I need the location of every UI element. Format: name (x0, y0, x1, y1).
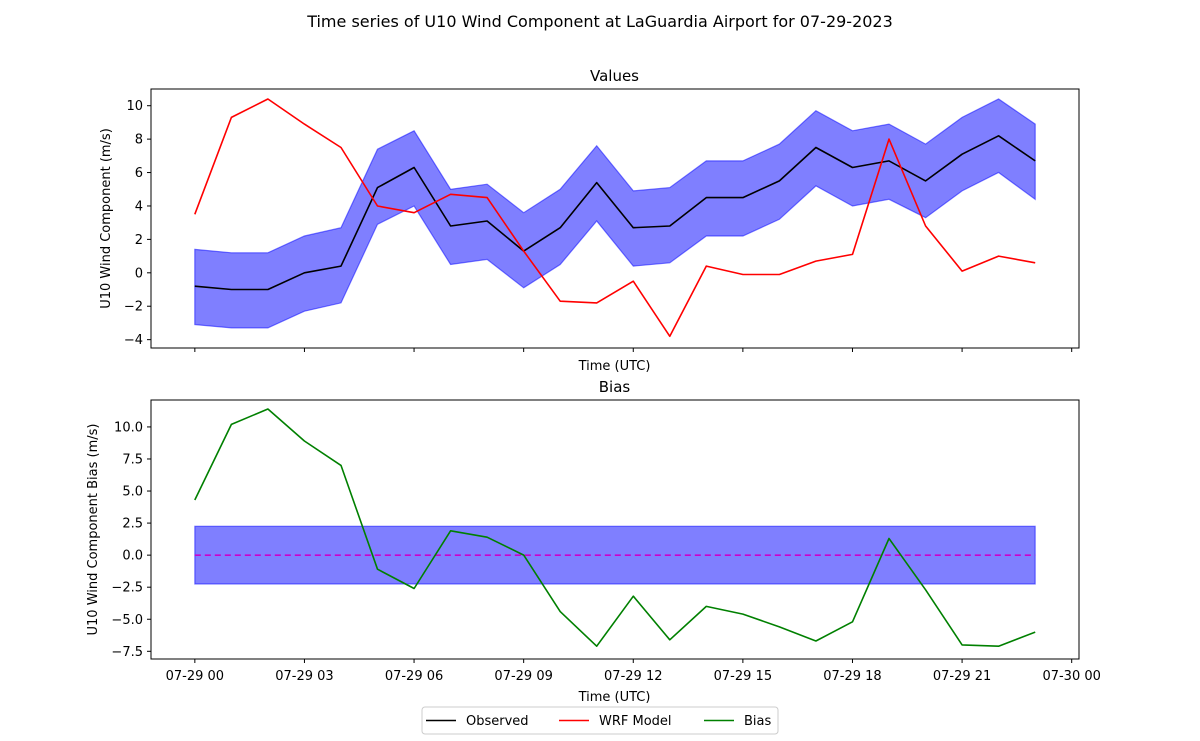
observed-uncertainty-band (194, 98, 1036, 329)
values-ytick-label: −4 (124, 333, 143, 348)
bias-subplot-title: Bias (599, 378, 631, 396)
bias-ytick-label: −7.5 (111, 645, 143, 660)
bias-xtick-label: 07-29 15 (714, 669, 772, 684)
values-y-axis-label: U10 Wind Component (m/s) (99, 128, 114, 309)
values-plot-area (194, 98, 1036, 338)
bias-ytick-label: 10.0 (114, 420, 143, 435)
legend: Observed WRF Model Bias (421, 706, 779, 735)
bias-xtick-label: 07-29 09 (494, 669, 552, 684)
values-ytick-label: 4 (135, 199, 143, 214)
legend-label-observed: Observed (466, 714, 529, 729)
bias-ytick-label: −5.0 (111, 613, 143, 628)
series-line-bias (194, 408, 1036, 648)
values-ytick-label: 0 (135, 266, 143, 281)
bias-y-axis-label: U10 Wind Component Bias (m/s) (86, 424, 101, 636)
bias-plot-area (194, 408, 1036, 648)
legend-label-wrf-model: WRF Model (599, 714, 672, 729)
bias-x-axis: 07-29 00 07-29 03 07-29 06 07-29 09 07-29 12… (166, 659, 1101, 684)
bias-subplot: Bias −7.5 −5.0 −2.5 0.0 2.5 5.0 7.5 10.0 07-29 … (86, 378, 1101, 705)
bias-xtick-label: 07-29 21 (933, 669, 991, 684)
values-y-axis: −4 −2 0 2 4 6 8 10 (124, 99, 151, 348)
legend-label-bias: Bias (744, 714, 771, 729)
values-subplot-title: Values (590, 67, 639, 85)
bias-xtick-label: 07-29 12 (604, 669, 662, 684)
bias-xtick-label: 07-29 18 (823, 669, 881, 684)
bias-ytick-label: −2.5 (111, 581, 143, 596)
series-line-wrf-model (194, 98, 1036, 338)
values-ytick-label: 8 (135, 133, 143, 148)
values-ytick-label: −2 (124, 300, 143, 315)
bias-axes-frame (150, 399, 1080, 660)
values-subplot: Values −4 −2 0 2 4 6 8 10 Time (UTC) U10 Wind C… (99, 67, 1080, 374)
legend-box (421, 706, 779, 735)
bias-y-axis: −7.5 −5.0 −2.5 0.0 2.5 5.0 7.5 10.0 (111, 420, 151, 660)
values-axes-frame (150, 88, 1080, 349)
figure-title: Time series of U10 Wind Component at LaG… (306, 12, 893, 31)
bias-x-axis-label: Time (UTC) (578, 690, 651, 705)
bias-ytick-label: 7.5 (122, 452, 143, 467)
bias-xtick-label: 07-30 00 (1042, 669, 1100, 684)
values-x-axis-label: Time (UTC) (578, 359, 651, 374)
bias-xtick-label: 07-29 06 (385, 669, 443, 684)
values-ytick-label: 10 (126, 99, 143, 114)
values-x-axis (194, 348, 1073, 352)
bias-ytick-label: 0.0 (122, 549, 143, 564)
bias-ytick-label: 5.0 (122, 485, 143, 500)
bias-xtick-label: 07-29 00 (166, 669, 224, 684)
values-ytick-label: 2 (135, 233, 143, 248)
series-line-observed (194, 135, 1036, 291)
values-ytick-label: 6 (135, 166, 143, 181)
bias-ytick-label: 2.5 (122, 517, 143, 532)
bias-xtick-label: 07-29 03 (275, 669, 333, 684)
